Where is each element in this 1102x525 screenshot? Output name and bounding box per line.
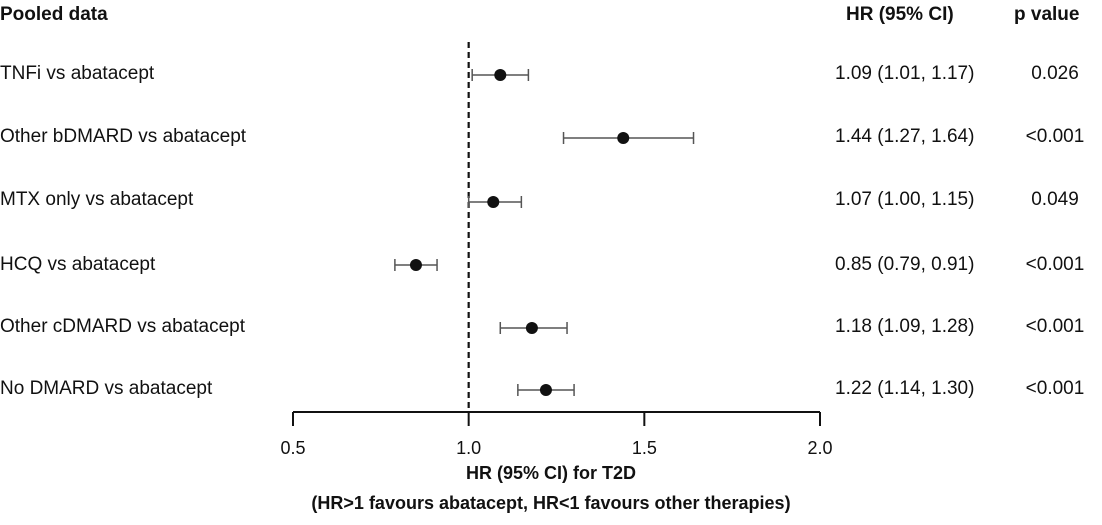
p-value-tnfi: 0.026 — [1031, 63, 1079, 84]
row-label-mtx-only: MTX only vs abatacept — [0, 189, 194, 210]
hr-value-other-cdmard: 1.18 (1.09, 1.28) — [835, 316, 975, 337]
hr-point-4 — [525, 322, 538, 334]
row-label-other-bdmard: Other bDMARD vs abatacept — [0, 126, 247, 147]
hr-value-mtx-only: 1.07 (1.00, 1.15) — [835, 189, 975, 210]
row-label-hcq: HCQ vs abatacept — [0, 254, 156, 275]
p-value-hcq: <0.001 — [1025, 254, 1085, 275]
x-tick-label-0: 0.5 — [280, 438, 305, 458]
p-value-column-header: p value — [1014, 4, 1080, 25]
forest-marks — [394, 69, 695, 396]
hr-value-hcq: 0.85 (0.79, 0.91) — [835, 254, 975, 275]
x-axis-title: HR (95% CI) for T2D — [465, 463, 636, 483]
hr-value-tnfi: 1.09 (1.01, 1.17) — [835, 63, 975, 84]
p-value-other-cdmard: <0.001 — [1025, 316, 1085, 337]
x-tick-label-2: 1.5 — [632, 438, 657, 458]
row-label-tnfi: TNFi vs abatacept — [0, 63, 155, 84]
pooled-data-header: Pooled data — [0, 4, 108, 25]
hr-point-3 — [409, 259, 422, 271]
hr-point-0 — [494, 69, 507, 81]
p-value-other-bdmard: <0.001 — [1025, 126, 1085, 147]
x-axis-ticks: 0.5 1.0 1.5 2.0 — [280, 412, 833, 458]
p-value-mtx-only: 0.049 — [1031, 189, 1079, 210]
x-tick-label-3: 2.0 — [807, 438, 832, 458]
x-tick-label-1: 1.0 — [456, 438, 481, 458]
p-value-no-dmard: <0.001 — [1025, 378, 1085, 399]
x-axis-subtitle: (HR>1 favours abatacept, HR<1 favours ot… — [311, 493, 791, 513]
row-label-no-dmard: No DMARD vs abatacept — [0, 378, 213, 399]
hr-value-no-dmard: 1.22 (1.14, 1.30) — [835, 378, 975, 399]
row-label-other-cdmard: Other cDMARD vs abatacept — [0, 316, 245, 337]
hr-point-2 — [487, 196, 500, 208]
hr-value-other-bdmard: 1.44 (1.27, 1.64) — [835, 126, 975, 147]
hr-column-header: HR (95% CI) — [846, 4, 954, 25]
hr-point-5 — [539, 384, 552, 396]
hr-point-1 — [617, 132, 630, 144]
